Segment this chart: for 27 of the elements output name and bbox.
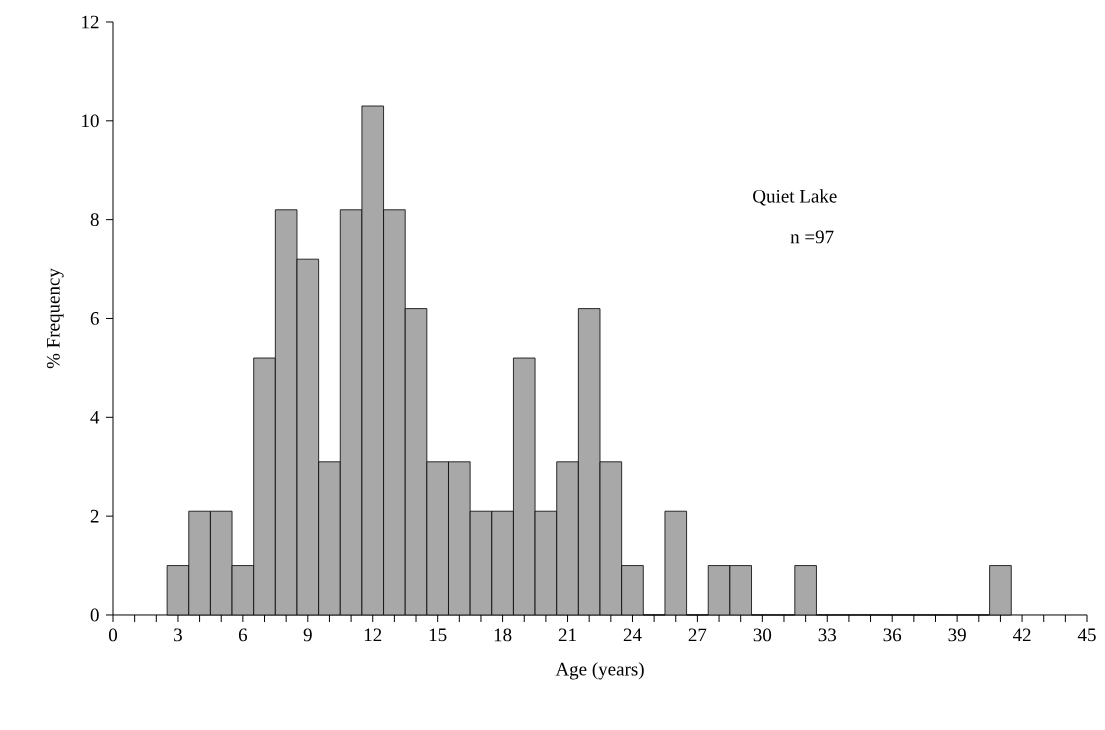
annotation: n =97 xyxy=(790,230,834,244)
x-tick-label: 45 xyxy=(1077,628,1096,642)
y-tick-label: 12 xyxy=(82,15,99,29)
y-tick-label: 4 xyxy=(90,411,100,424)
y-tick-label: 10 xyxy=(82,114,99,128)
annotation: Quiet Lake xyxy=(753,189,837,206)
x-tick-label: 36 xyxy=(883,628,902,642)
x-tick-label: 12 xyxy=(364,628,382,642)
x-tick-label: 9 xyxy=(303,628,312,642)
x-tick-label: 27 xyxy=(688,628,707,642)
x-tick-label: 6 xyxy=(238,628,248,642)
y-tick-label: 2 xyxy=(90,509,99,523)
x-tick-label: 30 xyxy=(753,628,772,642)
x-axis-title: Age (years) xyxy=(555,662,644,680)
x-tick-label: 18 xyxy=(494,628,512,642)
y-tick-label: 0 xyxy=(90,608,99,622)
x-tick-label: 0 xyxy=(108,628,118,642)
x-tick-label: 24 xyxy=(623,628,642,642)
y-axis-title: % Frequency xyxy=(46,268,64,369)
x-tick-label: 42 xyxy=(1012,628,1031,642)
y-tick-label: 6 xyxy=(90,312,99,325)
x-tick-label: 21 xyxy=(558,628,576,642)
x-tick-label: 33 xyxy=(818,628,837,642)
x-tick-label: 15 xyxy=(429,628,447,642)
x-tick-label: 39 xyxy=(948,628,966,642)
y-tick-label: 8 xyxy=(90,213,99,227)
x-tick-label: 3 xyxy=(174,628,182,642)
